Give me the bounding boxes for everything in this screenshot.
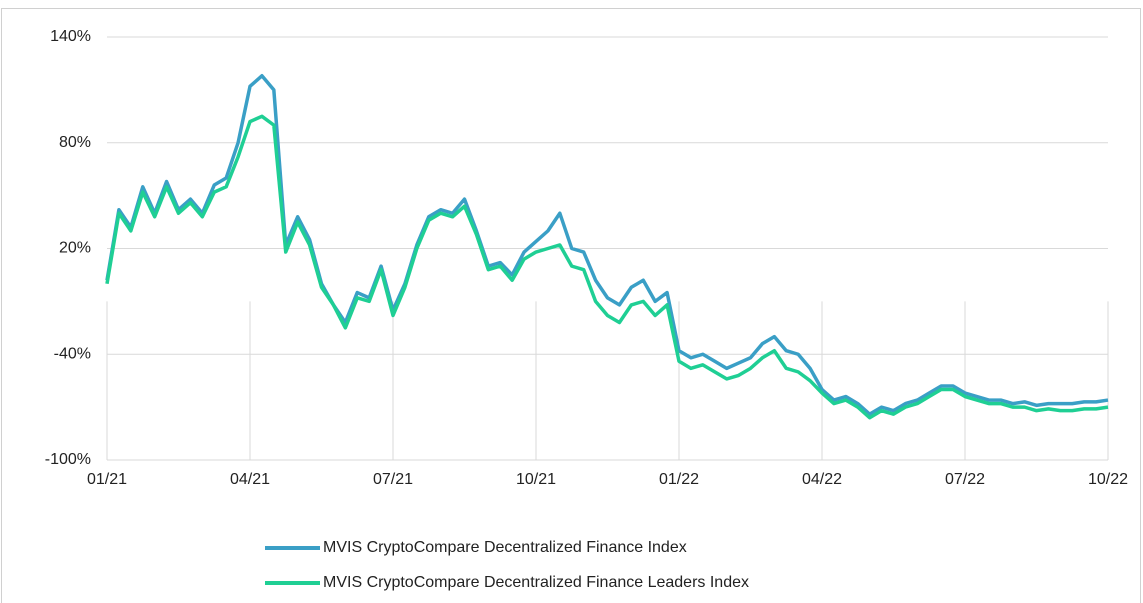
y-tick-label: 20%: [59, 240, 91, 257]
legend-label: MVIS CryptoCompare Decentralized Finance…: [323, 539, 687, 556]
y-tick-label: -100%: [45, 451, 91, 468]
x-tick-label: 07/22: [945, 471, 985, 488]
x-tick-label: 10/21: [516, 471, 556, 488]
legend-label: MVIS CryptoCompare Decentralized Finance…: [323, 574, 749, 591]
y-tick-label: 140%: [50, 28, 91, 45]
x-tick-label: 10/22: [1088, 471, 1128, 488]
y-tick-label: -40%: [54, 345, 91, 362]
x-tick-label: 01/21: [87, 471, 127, 488]
x-tick-label: 01/22: [659, 471, 699, 488]
x-tick-label: 07/21: [373, 471, 413, 488]
series-line: [105, 114, 1109, 420]
x-tick-label: 04/21: [230, 471, 270, 488]
frame: [1, 8, 1141, 603]
series-line: [105, 74, 1109, 416]
y-tick-label: 80%: [59, 134, 91, 151]
x-tick-label: 04/22: [802, 471, 842, 488]
